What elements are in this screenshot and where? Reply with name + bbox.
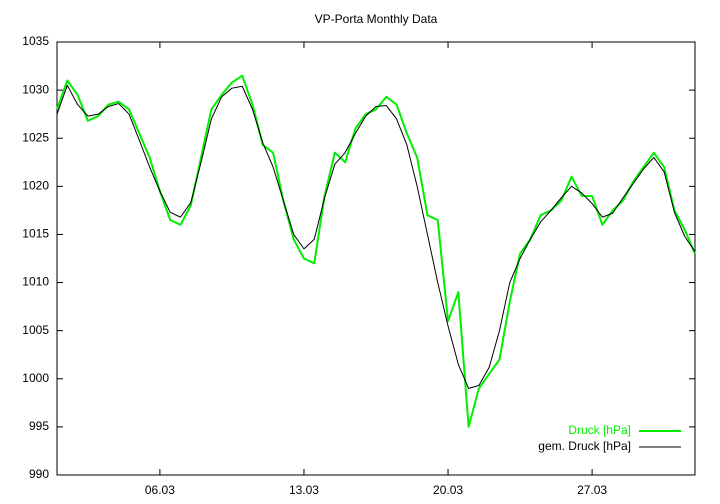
- x-tick-label: 20.03: [433, 483, 463, 497]
- y-tick-label: 1035: [22, 34, 49, 48]
- y-tick-label: 1000: [22, 371, 49, 385]
- x-tick-label: 27.03: [577, 483, 607, 497]
- x-tick-label: 13.03: [289, 483, 319, 497]
- y-tick-label: 1015: [22, 227, 49, 241]
- y-tick-label: 1010: [22, 275, 49, 289]
- legend-label: Druck [hPa]: [568, 423, 631, 437]
- data-line: [56, 84, 696, 389]
- legend-label: gem. Druck [hPa]: [538, 439, 631, 453]
- x-tick-label: 06.03: [145, 483, 175, 497]
- y-tick-label: 1030: [22, 82, 49, 96]
- y-tick-label: 990: [29, 467, 49, 481]
- y-tick-label: 1025: [22, 130, 49, 144]
- data-line: [56, 74, 696, 428]
- chart-title: VP-Porta Monthly Data: [315, 12, 438, 26]
- y-tick-label: 995: [29, 419, 49, 433]
- y-tick-label: 1020: [22, 179, 49, 193]
- y-tick-label: 1005: [22, 323, 49, 337]
- plot-frame: [56, 41, 696, 476]
